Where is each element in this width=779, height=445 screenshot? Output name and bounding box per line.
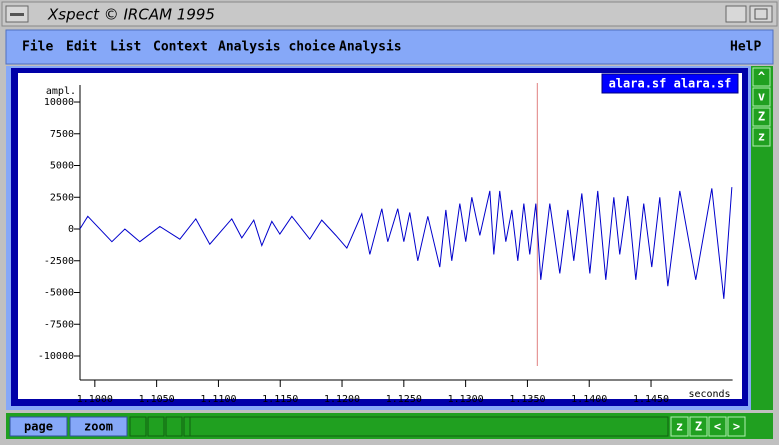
side-button-label: ^ (758, 70, 765, 84)
menu-help[interactable]: HelP (730, 40, 761, 55)
bottom-nav-label: Z (695, 420, 702, 434)
y-tick-label: -2500 (44, 256, 74, 267)
bottom-button-label: page (24, 420, 53, 434)
bottom-nav-button[interactable] (689, 416, 708, 437)
x-tick-label: 1.1000 (77, 394, 113, 405)
x-tick-label: 1.1400 (571, 394, 607, 405)
bottom-button[interactable] (9, 416, 68, 437)
maximize-button[interactable] (749, 5, 773, 23)
x-tick-label: 1.1200 (324, 394, 360, 405)
y-tick-label: 0 (68, 224, 74, 235)
menu-item[interactable]: List (110, 40, 141, 55)
side-button[interactable] (752, 127, 771, 147)
y-tick-label: -7500 (44, 319, 74, 330)
bottom-slot (189, 416, 669, 437)
x-tick-label: 1.1050 (139, 394, 175, 405)
side-button-label: z (758, 130, 765, 144)
side-panel (751, 66, 773, 410)
bottom-nav-label: > (733, 420, 740, 434)
legend-box (601, 73, 739, 94)
side-button-label: Z (758, 110, 765, 124)
x-tick-label: 1.1350 (509, 394, 545, 405)
menu-item[interactable]: Analysis (339, 40, 402, 55)
bottom-nav-label: < (714, 420, 721, 434)
x-tick-label: 1.1100 (200, 394, 236, 405)
x-tick-label: 1.1300 (448, 394, 484, 405)
menu-item[interactable]: Context (153, 40, 208, 55)
minimize-button[interactable] (725, 5, 747, 23)
x-tick-label: 1.1250 (386, 394, 422, 405)
bottom-nav-label: z (676, 420, 683, 434)
menu-item[interactable]: Edit (66, 40, 97, 55)
x-tick-label: 1.1450 (633, 394, 669, 405)
side-button[interactable] (752, 67, 771, 87)
bottom-slot (147, 416, 165, 437)
bottom-nav-button[interactable] (708, 416, 727, 437)
legend-label: alara.sf alara.sf (609, 77, 732, 91)
window-menu-icon (10, 13, 24, 16)
bottom-nav-button[interactable] (727, 416, 746, 437)
window-title: Xspect © IRCAM 1995 (47, 6, 215, 24)
x-axis-label: seconds (688, 389, 730, 400)
y-tick-label: 10000 (44, 97, 74, 108)
title-bar (1, 1, 778, 27)
menu-bar (5, 29, 774, 65)
y-tick-label: -10000 (38, 351, 74, 362)
side-button[interactable] (752, 107, 771, 127)
side-button[interactable] (752, 87, 771, 107)
y-tick-label: 2500 (50, 192, 74, 203)
y-axis-label: ampl. (46, 86, 76, 97)
bottom-slot (129, 416, 147, 437)
side-button-label: v (758, 90, 765, 104)
menu-item[interactable]: Analysis choice (218, 40, 336, 55)
y-tick-label: 5000 (50, 161, 74, 172)
menu-item[interactable]: File (22, 40, 53, 55)
bottom-button-label: zoom (84, 420, 113, 434)
bottom-button[interactable] (69, 416, 128, 437)
plot-area (18, 73, 742, 399)
x-tick-label: 1.1150 (262, 394, 298, 405)
y-tick-label: -5000 (44, 288, 74, 299)
bottom-nav-button[interactable] (670, 416, 689, 437)
maximize-icon (754, 8, 768, 20)
y-tick-label: 7500 (50, 129, 74, 140)
waveform (79, 187, 733, 299)
bottom-slot (165, 416, 183, 437)
